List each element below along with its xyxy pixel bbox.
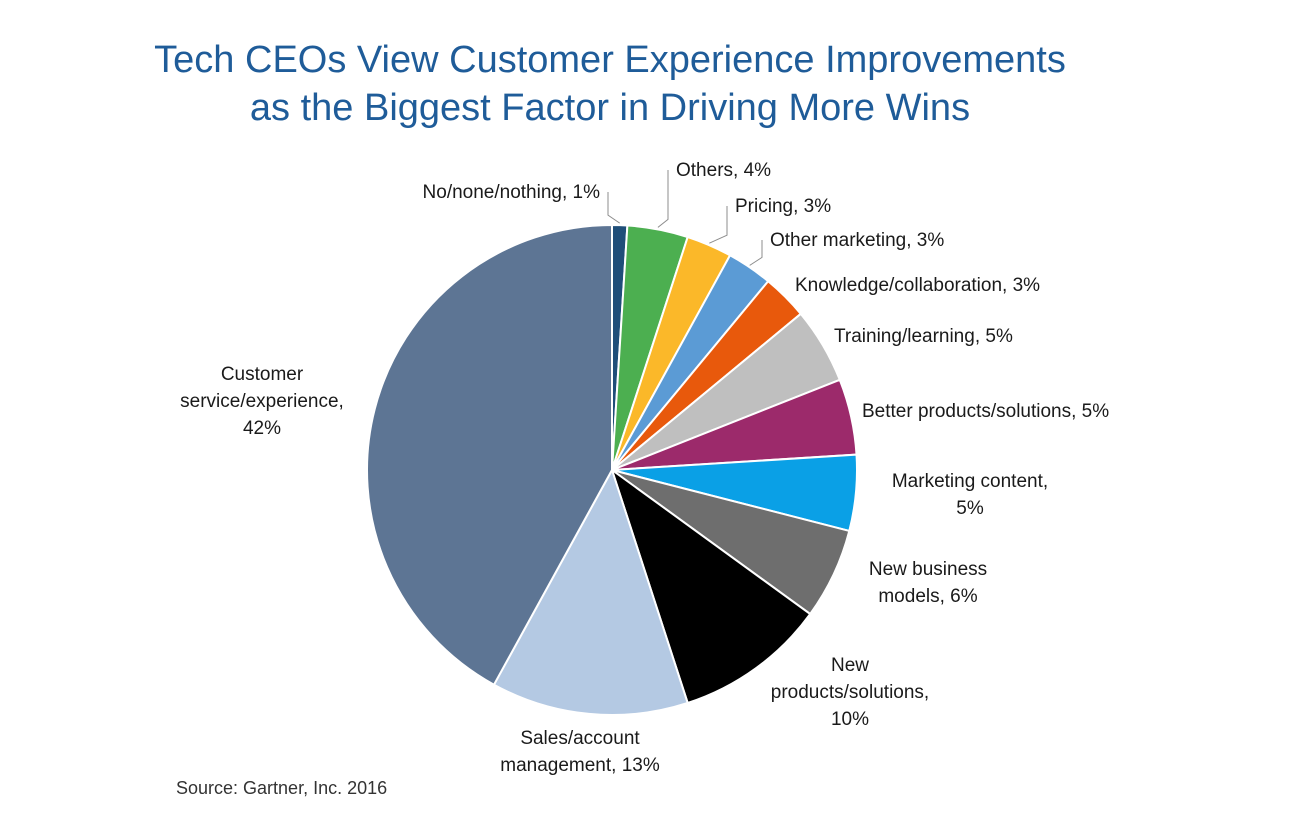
slice-label: Sales/account management, 13% xyxy=(500,728,660,776)
slice-label-line: 5% xyxy=(956,498,984,519)
slice-label-line: Sales/account xyxy=(520,728,640,749)
chart-title-line-1: Tech CEOs View Customer Experience Impro… xyxy=(154,39,1066,81)
chart-title-line-2: as the Biggest Factor in Driving More Wi… xyxy=(249,87,971,129)
slice-label: Customer service/experience, 42% xyxy=(180,364,344,439)
slice-label: Training/learning, 5% xyxy=(834,326,1013,347)
leader-line xyxy=(709,206,728,244)
slice-label: Marketing content, 5% xyxy=(892,471,1048,519)
slice-label-line: service/experience, xyxy=(180,391,344,412)
chart-title: Tech CEOs View Customer Experience Impro… xyxy=(0,36,1220,132)
slice-label-line: Knowledge/collaboration, 3% xyxy=(795,275,1040,296)
slice-label-line: New business xyxy=(869,559,987,580)
slice-label: Pricing, 3% xyxy=(735,196,831,217)
slice-label-line: Better products/solutions, 5% xyxy=(862,401,1109,422)
slice-label-line: 10% xyxy=(831,709,869,730)
pie-slice-new-products-solutions xyxy=(610,467,812,705)
leader-line xyxy=(607,192,620,224)
source-note: Source: Gartner, Inc. 2016 xyxy=(176,778,388,798)
pie-slice-customer-service-experience xyxy=(366,223,613,687)
slice-label-line: 42% xyxy=(243,418,281,439)
pie-slices xyxy=(366,223,858,716)
leader-line xyxy=(657,170,669,228)
slice-label: Other marketing, 3% xyxy=(770,230,944,251)
slice-label-line: No/none/nothing, 1% xyxy=(423,182,601,203)
slice-label: New products/solutions, 10% xyxy=(771,655,929,730)
pie-labels: No/none/nothing, 1% Others, 4% Pricing, 3%… xyxy=(180,160,1109,776)
slice-label-line: Marketing content, xyxy=(892,471,1048,492)
leader-line xyxy=(749,240,763,266)
slice-label: New business models, 6% xyxy=(869,559,987,607)
slice-label-line: Training/learning, 5% xyxy=(834,326,1013,347)
slice-label: Knowledge/collaboration, 3% xyxy=(795,275,1040,296)
slice-label: Others, 4% xyxy=(676,160,771,181)
slice-label-line: products/solutions, xyxy=(771,682,929,703)
slice-label-line: New xyxy=(831,655,869,676)
slice-label-line: models, 6% xyxy=(878,586,977,607)
slice-label: No/none/nothing, 1% xyxy=(423,182,601,203)
pie-slice-sales-account-management xyxy=(492,467,689,716)
slice-label-line: Others, 4% xyxy=(676,160,771,181)
slice-label-line: Pricing, 3% xyxy=(735,196,831,217)
slice-label-line: Customer xyxy=(221,364,304,385)
slice-label-line: management, 13% xyxy=(500,755,660,776)
slice-label: Better products/solutions, 5% xyxy=(862,401,1109,422)
slice-label-line: Other marketing, 3% xyxy=(770,230,944,251)
